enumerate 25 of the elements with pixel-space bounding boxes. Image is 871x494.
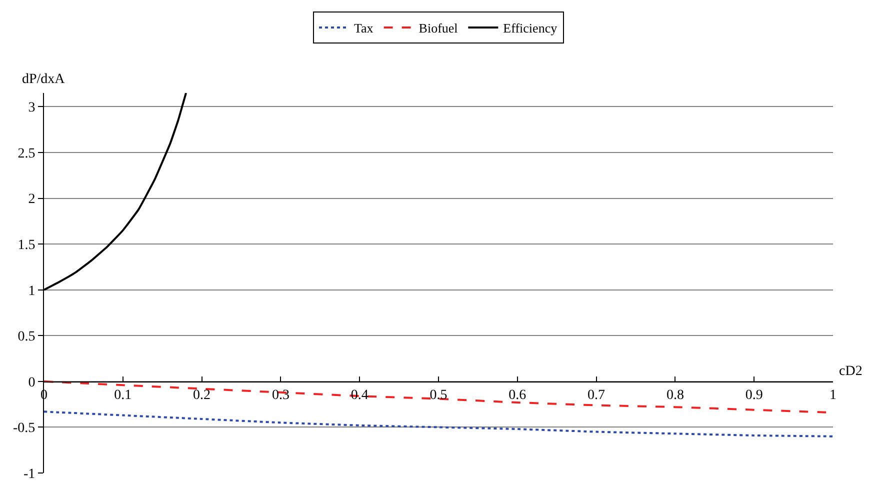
y-tick-label: 1.5	[18, 238, 36, 253]
legend-label: Efficiency	[503, 20, 558, 36]
y-tick-label: 3	[28, 100, 36, 116]
y-tick-label: -0.5	[13, 421, 36, 436]
x-tick-label: 0.3	[272, 388, 290, 404]
y-axis-title: dP/dxA	[22, 72, 66, 87]
legend-label: Biofuel	[418, 20, 458, 36]
x-tick-label: 0.9	[745, 388, 763, 404]
x-tick-label: 0.6	[508, 388, 526, 404]
x-tick-label: 0.5	[430, 388, 448, 404]
y-tick-label: 0.5	[18, 330, 36, 345]
x-axis-title: cD2	[839, 364, 862, 379]
y-tick-label: 2.5	[18, 146, 36, 162]
y-tick-label: 2	[28, 192, 36, 208]
y-tick-label: 0	[28, 375, 36, 390]
x-tick-label: 0.1	[114, 388, 132, 404]
x-tick-label: 0.2	[193, 388, 211, 404]
x-tick-label: 0.8	[666, 388, 684, 404]
x-tick-label: 1	[830, 388, 836, 404]
y-tick-label: 1	[28, 284, 36, 299]
line-series	[44, 410, 833, 438]
y-tick-label: -1	[24, 466, 36, 482]
x-tick-label: 0.4	[350, 388, 368, 404]
x-tick-label: 0.7	[588, 388, 606, 404]
legend-label: Tax	[354, 20, 374, 36]
